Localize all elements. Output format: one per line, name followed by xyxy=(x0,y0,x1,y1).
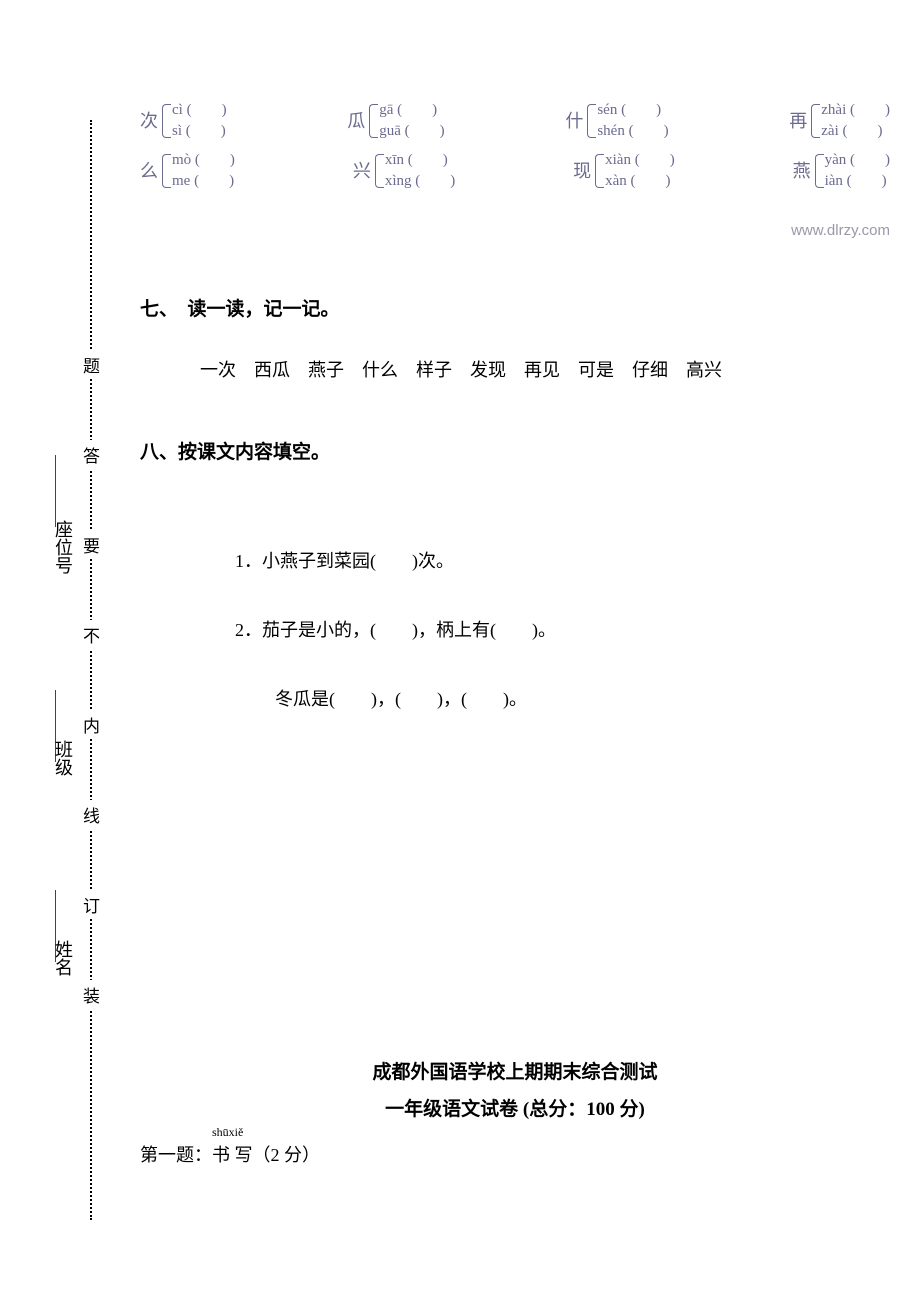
binding-char: 订 xyxy=(83,890,100,919)
pinyin-reading: guā ( ) xyxy=(379,121,444,142)
section-7-words: 一次 西瓜 燕子 什么 样子 发现 再见 可是 仔细 高兴 xyxy=(200,356,890,382)
binding-char: 装 xyxy=(83,980,100,1009)
binding-char: 题 xyxy=(83,350,100,379)
watermark-text: www.dlrzy.com xyxy=(140,222,890,239)
pinyin-reading: gā ( ) xyxy=(379,100,444,121)
binding-char: 线 xyxy=(83,800,100,829)
bracket-group: xiàn ( )xàn ( ) xyxy=(595,150,675,192)
pinyin-reading: zhài ( ) xyxy=(821,100,890,121)
first-q-chars: 书 写 xyxy=(212,1145,253,1165)
chinese-char: 燕 xyxy=(793,155,811,187)
main-content: 次cì ( )sì ( )瓜gā ( )guā ( )什sén ( )shén … xyxy=(140,100,890,1167)
bracket-group: sén ( )shén ( ) xyxy=(587,100,668,142)
pinyin-reading: iàn ( ) xyxy=(825,171,890,192)
pinyin-row: 次cì ( )sì ( )瓜gā ( )guā ( )什sén ( )shén … xyxy=(140,100,890,142)
pinyin-group: 次cì ( )sì ( ) xyxy=(140,100,227,142)
blank-name: ＿＿＿＿ xyxy=(50,890,76,962)
pinyin-reading: mò ( ) xyxy=(172,150,235,171)
dotted-binding-line xyxy=(90,120,92,1220)
bracket-group: yàn ( )iàn ( ) xyxy=(815,150,890,192)
q2-text: 茄子是小的，( )，柄上有( )。 xyxy=(262,620,556,640)
pinyin-reading: yàn ( ) xyxy=(825,150,890,171)
binding-char: 内 xyxy=(83,710,100,739)
pinyin-reading: xīn ( ) xyxy=(385,150,455,171)
q1-text: 小燕子到菜园( )次。 xyxy=(262,551,454,571)
q1-num: 1． xyxy=(235,551,262,571)
chinese-char: 现 xyxy=(573,155,591,187)
first-q-pinyin: shūxiě xyxy=(212,1125,243,1140)
pinyin-group: 么mò ( )me ( ) xyxy=(140,150,235,192)
bracket-group: xīn ( )xìng ( ) xyxy=(375,150,455,192)
chinese-char: 兴 xyxy=(353,155,371,187)
pinyin-group: 再zhài ( )zài ( ) xyxy=(789,100,890,142)
pinyin-row: 么mò ( )me ( )兴xīn ( )xìng ( )现xiàn ( )xà… xyxy=(140,150,890,192)
section-8-questions: 1．小燕子到菜园( )次。 2．茄子是小的，( )，柄上有( )。 冬瓜是( )… xyxy=(235,544,890,717)
chinese-char: 么 xyxy=(140,155,158,187)
section-7-heading: 七、 读一读，记一记。 xyxy=(140,294,890,321)
chinese-char: 什 xyxy=(565,105,583,137)
bracket-group: zhài ( )zài ( ) xyxy=(811,100,890,142)
pinyin-reading: me ( ) xyxy=(172,171,235,192)
label-seat: 座位号 xyxy=(50,520,76,574)
chinese-char: 次 xyxy=(140,105,158,137)
pinyin-reading: sì ( ) xyxy=(172,121,227,142)
pinyin-reading: cì ( ) xyxy=(172,100,227,121)
pinyin-group: 兴xīn ( )xìng ( ) xyxy=(353,150,455,192)
bracket-group: mò ( )me ( ) xyxy=(162,150,235,192)
first-q-suffix: （2 分） xyxy=(253,1145,321,1165)
chinese-char: 再 xyxy=(789,105,807,137)
binding-char: 要 xyxy=(83,530,100,559)
binding-char: 不 xyxy=(83,620,100,649)
binding-sidebar: 姓名 ＿＿＿＿ 班级 ＿＿＿＿ 座位号 ＿＿＿＿ 装订线内不要答题 xyxy=(55,120,115,1220)
exam-subtitle: 一年级语文试卷 (总分：100 分) xyxy=(140,1094,890,1121)
binding-char: 答 xyxy=(83,440,100,469)
pinyin-section: 次cì ( )sì ( )瓜gā ( )guā ( )什sén ( )shén … xyxy=(140,100,890,192)
pinyin-reading: zài ( ) xyxy=(821,121,890,142)
blank-class: ＿＿＿＿ xyxy=(50,690,76,762)
q2-num: 2． xyxy=(235,620,262,640)
first-q-prefix: 第一题： xyxy=(140,1145,212,1165)
pinyin-group: 什sén ( )shén ( ) xyxy=(565,100,668,142)
pinyin-reading: xiàn ( ) xyxy=(605,150,675,171)
pinyin-reading: xìng ( ) xyxy=(385,171,455,192)
pinyin-group: 瓜gā ( )guā ( ) xyxy=(347,100,444,142)
question-2-sub: 冬瓜是( )，( )，( )。 xyxy=(275,682,890,716)
bracket-group: gā ( )guā ( ) xyxy=(369,100,444,142)
chinese-char: 瓜 xyxy=(347,105,365,137)
pinyin-reading: xàn ( ) xyxy=(605,171,675,192)
pinyin-group: 燕yàn ( )iàn ( ) xyxy=(793,150,890,192)
first-question: 第一题：shūxiě书 写（2 分） xyxy=(140,1141,890,1167)
pinyin-reading: shén ( ) xyxy=(597,121,668,142)
blank-seat: ＿＿＿＿ xyxy=(50,455,76,527)
question-2: 2．茄子是小的，( )，柄上有( )。 xyxy=(235,613,890,647)
question-1: 1．小燕子到菜园( )次。 xyxy=(235,544,890,578)
section-8-heading: 八、按课文内容填空。 xyxy=(140,437,890,464)
pinyin-reading: sén ( ) xyxy=(597,100,668,121)
exam-title: 成都外国语学校上期期末综合测试 xyxy=(140,1057,890,1084)
pinyin-group: 现xiàn ( )xàn ( ) xyxy=(573,150,675,192)
bracket-group: cì ( )sì ( ) xyxy=(162,100,227,142)
first-q-ruby-group: shūxiě书 写 xyxy=(212,1141,253,1167)
